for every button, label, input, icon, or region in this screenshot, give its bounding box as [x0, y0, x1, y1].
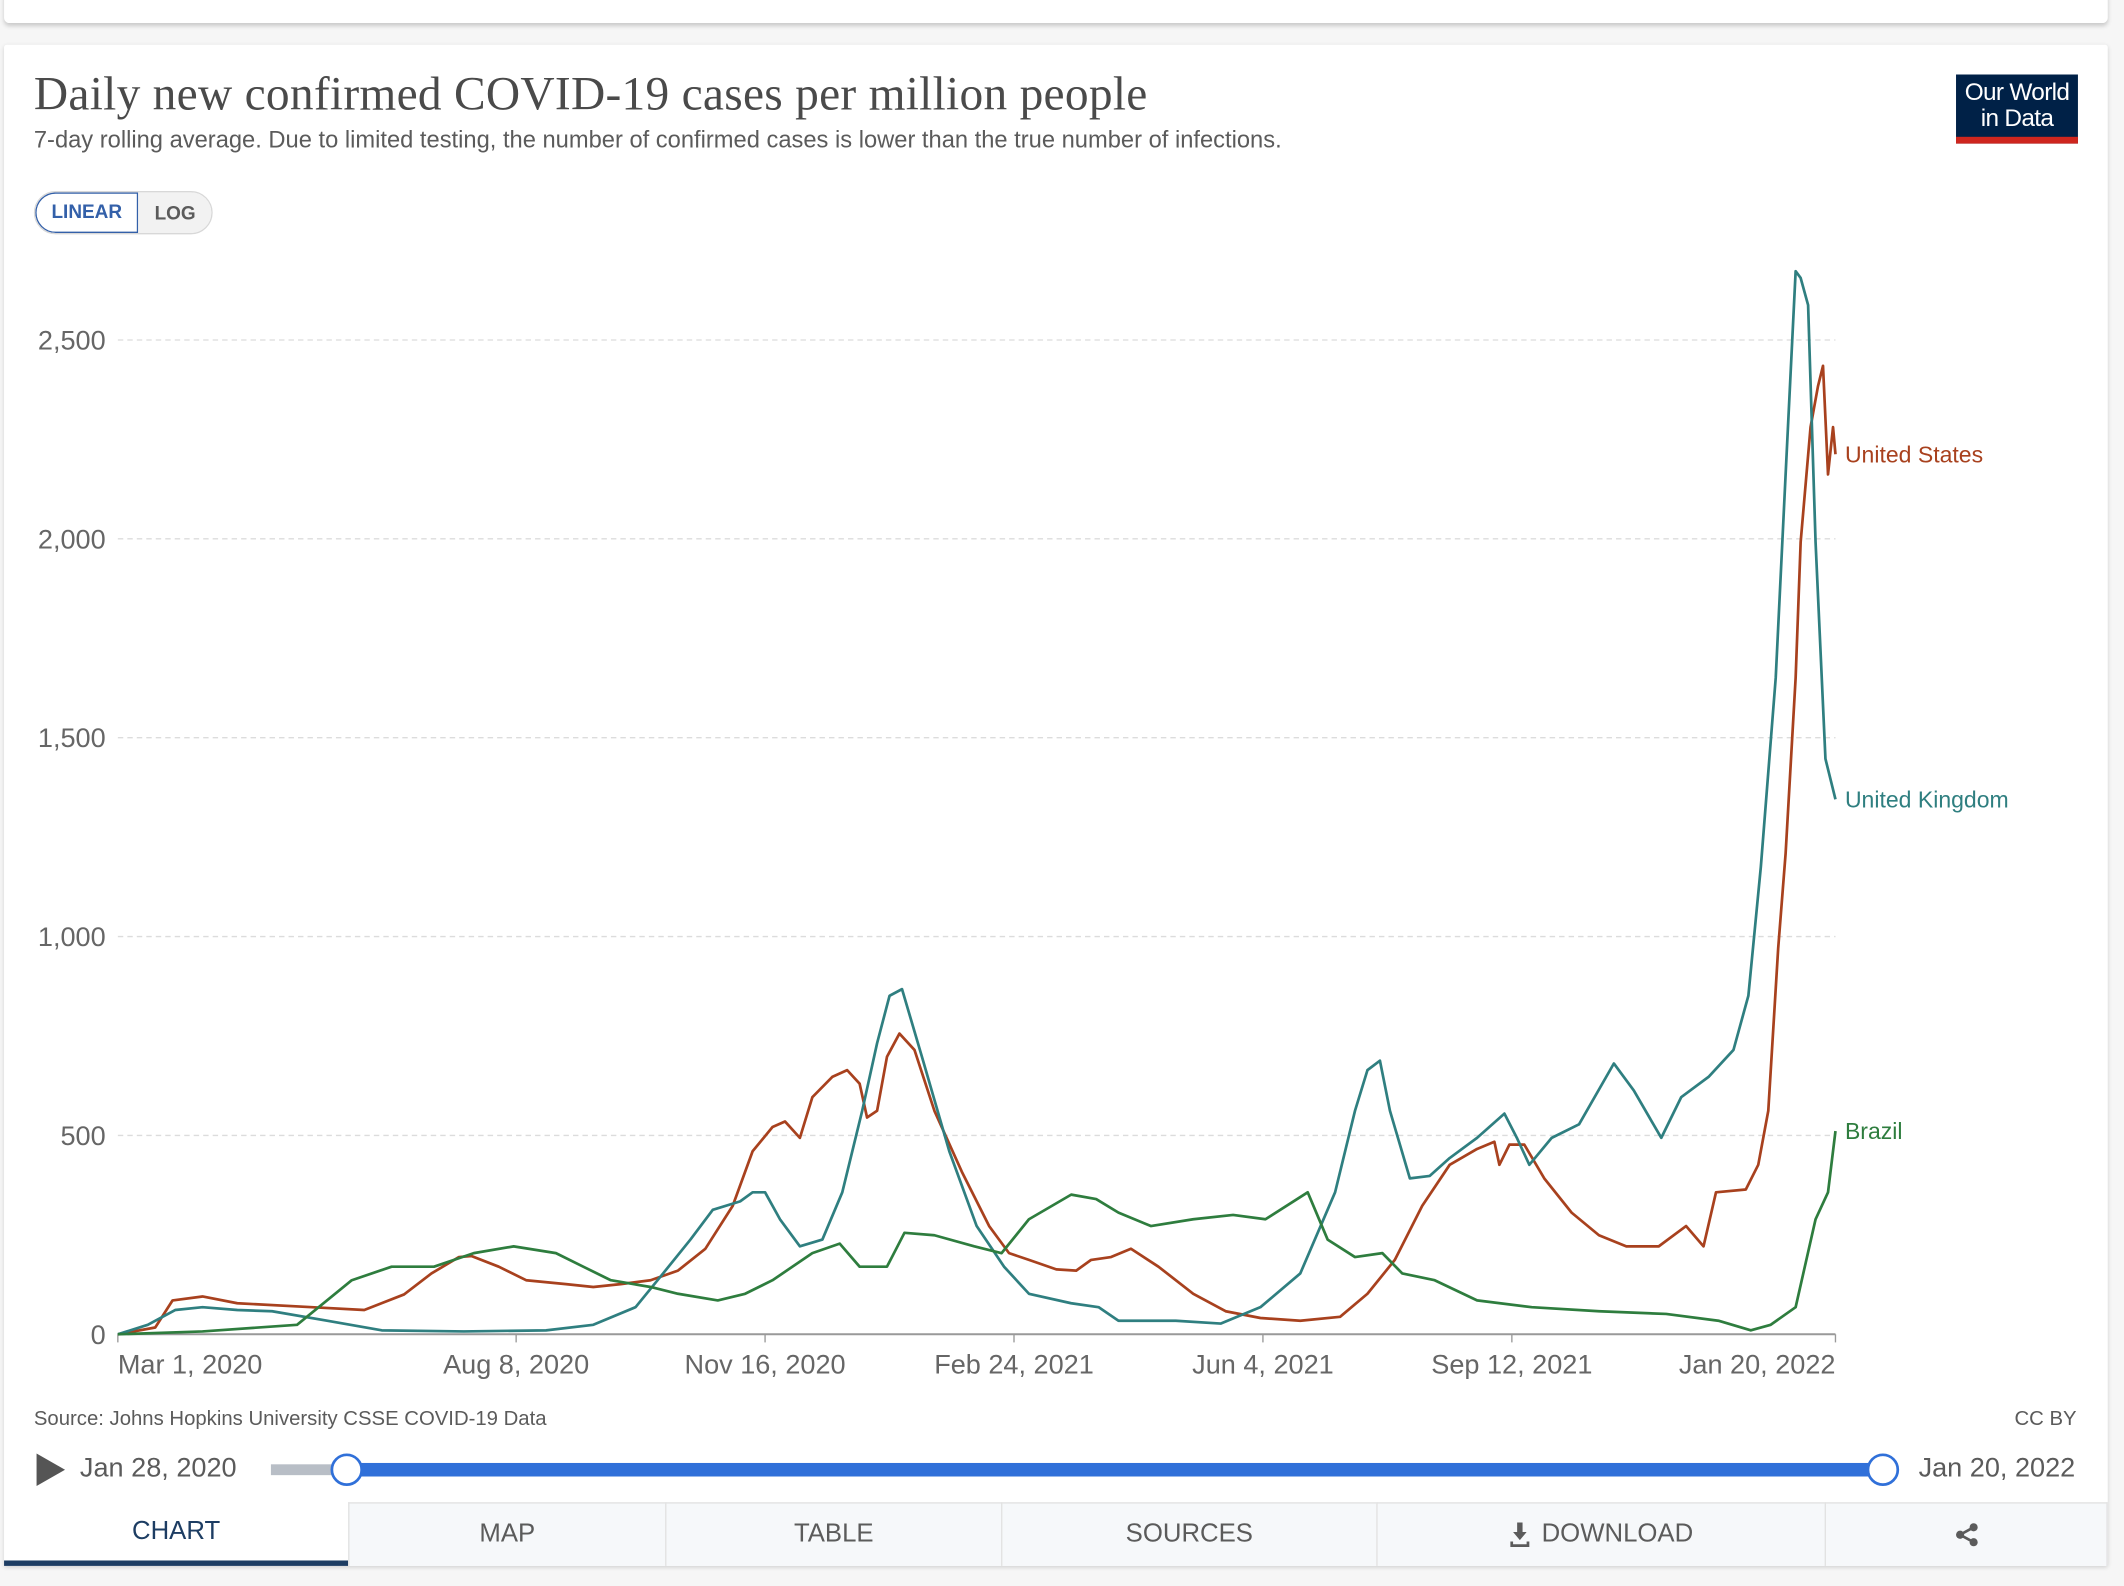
share-icon	[1955, 1523, 1978, 1547]
download-icon	[1510, 1522, 1530, 1547]
x-tick-label: Jan 20, 2022	[1679, 1349, 1836, 1380]
series-label-brazil: Brazil	[1845, 1118, 1903, 1144]
series-line-united-states	[117, 364, 1837, 1336]
tab-label: SOURCES	[1125, 1519, 1253, 1549]
log-scale-button[interactable]: LOG	[138, 192, 212, 233]
tab-bar: CHART MAP TABLE SOURCES DOWNLOAD	[4, 1502, 2108, 1566]
scale-toggle: LINEAR LOG	[33, 190, 214, 235]
y-tick-label: 2,500	[38, 324, 106, 355]
x-tick-label: Jun 4, 2021	[1192, 1349, 1334, 1380]
tab-label: CHART	[131, 1516, 221, 1545]
timeline-selected-range[interactable]	[345, 1462, 1882, 1477]
series-line-brazil	[117, 1130, 1837, 1336]
play-icon[interactable]	[36, 1453, 66, 1486]
tab-map[interactable]: MAP	[348, 1502, 666, 1566]
logo-line-2: in Data	[1980, 104, 2054, 132]
timeline-start-handle[interactable]	[330, 1453, 364, 1486]
y-tick-label: 1,000	[38, 921, 106, 952]
tab-download[interactable]: DOWNLOAD	[1376, 1502, 1825, 1566]
x-tick-label: Feb 24, 2021	[934, 1349, 1094, 1380]
linear-scale-button[interactable]: LINEAR	[35, 192, 139, 233]
x-tick-label: Sep 12, 2021	[1431, 1349, 1592, 1380]
series-label-united-states: United States	[1845, 441, 1983, 467]
timeline-end-handle[interactable]	[1866, 1453, 1900, 1486]
share-button[interactable]	[1824, 1502, 2108, 1566]
y-tick-label: 1,500	[38, 722, 106, 753]
series-line-united-kingdom	[117, 269, 1837, 1336]
chart-title: Daily new confirmed COVID-19 cases per m…	[33, 67, 1148, 121]
license-link[interactable]: CC BY	[2014, 1407, 2077, 1431]
chart-card	[4, 44, 2108, 1566]
tab-sources[interactable]: SOURCES	[1001, 1502, 1377, 1566]
owid-logo[interactable]: Our World in Data	[1956, 74, 2078, 144]
x-tick-label: Nov 16, 2020	[685, 1349, 846, 1380]
timeline-start-date: Jan 28, 2020	[79, 1453, 237, 1484]
chart-subtitle: 7-day rolling average. Due to limited te…	[33, 125, 1282, 154]
previous-card	[4, 0, 2108, 24]
y-tick-label: 500	[60, 1120, 105, 1151]
source-note[interactable]: Source: Johns Hopkins University CSSE CO…	[33, 1407, 547, 1431]
logo-line-1: Our World	[1964, 78, 2070, 106]
tab-label: TABLE	[793, 1519, 874, 1549]
series-label-united-kingdom: United Kingdom	[1845, 786, 2009, 812]
tab-label: DOWNLOAD	[1541, 1519, 1694, 1549]
tab-chart[interactable]: CHART	[4, 1502, 349, 1566]
timeline-end-date: Jan 20, 2022	[1918, 1453, 2076, 1484]
y-tick-label: 2,000	[38, 523, 106, 554]
tab-label: MAP	[479, 1519, 536, 1549]
x-tick-label: Aug 8, 2020	[443, 1349, 589, 1380]
y-tick-label: 0	[91, 1319, 106, 1350]
tab-table[interactable]: TABLE	[665, 1502, 1002, 1566]
x-tick-label: Mar 1, 2020	[118, 1349, 263, 1380]
